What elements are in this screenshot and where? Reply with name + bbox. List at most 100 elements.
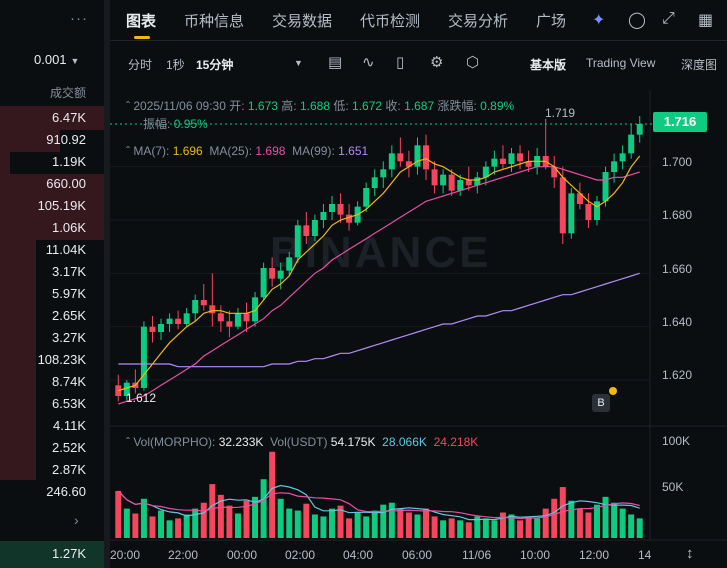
trade-volume-row: 246.60 (46, 484, 86, 499)
candle-type-icon[interactable]: ▯ (396, 54, 405, 71)
shield-icon[interactable]: ⬡ (466, 54, 480, 71)
panel-divider[interactable] (104, 0, 110, 568)
candle-body (234, 313, 241, 327)
volume-bar (576, 508, 583, 538)
candle-body (423, 145, 430, 170)
volume-bar (593, 504, 600, 538)
more-icon[interactable]: ··· (70, 10, 88, 27)
depth-bar (0, 152, 10, 174)
active-tab-underline (134, 36, 150, 39)
candle-body (337, 204, 344, 215)
tab-coin-info[interactable]: 币种信息 (184, 13, 245, 30)
volume-bar (551, 498, 558, 538)
volume-bar (448, 518, 455, 538)
volume-bar (260, 479, 267, 538)
volume-bar (602, 496, 609, 538)
calendar-icon[interactable]: ▤ (328, 54, 343, 71)
expand-icon[interactable]: ⤢ (662, 10, 675, 27)
precision-select[interactable]: 0.001 ▼ (34, 52, 80, 67)
volume-bar (132, 513, 139, 538)
interval-line[interactable]: 分时 (128, 58, 153, 72)
trade-volume-row: 108.23K (37, 352, 86, 367)
volume-bar (269, 451, 276, 538)
trade-volume-row: 5.97K (52, 286, 86, 301)
candle-body (200, 300, 207, 306)
time-tick: 06:00 (402, 548, 433, 562)
volume-ma5-line (117, 484, 640, 521)
volume-bar (166, 520, 173, 538)
ma-legend: ˆ MA(7): 1.696 MA(25): 1.698 MA(99): 1.6… (126, 144, 369, 158)
candle-body (388, 153, 395, 170)
time-tick: 00:00 (227, 548, 258, 562)
interval-15m[interactable]: 15分钟 (196, 58, 234, 72)
volume-bar (209, 484, 216, 538)
candle-body (354, 206, 361, 223)
tab-square[interactable]: 广场 (536, 13, 567, 30)
candle-body (252, 297, 259, 322)
candle-body (593, 201, 600, 220)
volume-bar (252, 496, 259, 538)
candle-body (132, 382, 139, 388)
volume-bar (311, 514, 318, 538)
bell-icon[interactable]: ◯ (628, 12, 646, 29)
candle-body (217, 313, 224, 322)
volume-ma10-line (117, 490, 640, 520)
low-marker: 1.612 (126, 391, 157, 405)
collapse-icon[interactable]: ˆ (126, 435, 130, 449)
volume-bar (277, 498, 284, 538)
time-tick: 11/06 (462, 548, 492, 562)
collapse-icon[interactable]: ˆ (126, 99, 130, 113)
volume-bar (517, 520, 524, 538)
view-tradingview[interactable]: Trading View (586, 56, 656, 70)
last-row-bg (0, 541, 104, 568)
volume-bar (346, 518, 353, 538)
trade-volume-row: 1.06K (52, 220, 86, 235)
ma99-line (118, 272, 640, 368)
volume-bar (440, 520, 447, 538)
volume-bar (286, 508, 293, 538)
tab-chart[interactable]: 图表 (126, 13, 157, 30)
settings-icon[interactable]: ⚙ (430, 54, 444, 71)
candle-body (440, 174, 447, 186)
candle-body (414, 145, 421, 167)
price-tick: 1.700 (662, 155, 693, 169)
time-tick: 12:00 (579, 548, 610, 562)
candle-body (166, 318, 173, 324)
depth-bar (0, 106, 104, 130)
volume-bar (414, 514, 421, 538)
depth-bar (0, 174, 104, 196)
candle-body (405, 161, 412, 167)
candle-body (576, 193, 583, 204)
interval-dropdown-icon[interactable]: ▼ (294, 58, 303, 68)
candle-body (542, 156, 549, 167)
volume-tick: 50K (662, 480, 684, 494)
tab-token-check[interactable]: 代币检测 (360, 13, 421, 30)
top-tab-bar: 图表 币种信息 交易数据 代币检测 交易分析 广场 ✦ ◯ ⤢ ▦ (110, 0, 727, 41)
order-icon[interactable]: B (592, 394, 610, 412)
volume-bar (388, 502, 395, 538)
candle-body (517, 153, 524, 162)
volume-bar (115, 490, 122, 538)
grid-icon[interactable]: ▦ (698, 12, 714, 29)
indicator-icon[interactable]: ∿ (362, 54, 375, 71)
last-trade-value: 1.27K (52, 546, 86, 561)
trade-volume-row: 660.00 (46, 176, 86, 191)
ai-icon[interactable]: ✦ (592, 12, 606, 29)
volume-bar (611, 502, 618, 538)
candle-body (448, 174, 455, 191)
candle-body (209, 305, 216, 314)
high-marker: 1.719 (545, 106, 576, 120)
interval-1s[interactable]: 1秒 (166, 58, 185, 72)
candle-body (491, 158, 498, 167)
volume-bar (431, 516, 438, 538)
trade-volume-row: 105.19K (37, 198, 86, 213)
view-basic[interactable]: 基本版 (530, 58, 567, 72)
trade-volume-row: 8.74K (52, 374, 86, 389)
view-depth[interactable]: 深度图 (681, 58, 718, 72)
chevron-right-icon[interactable]: › (74, 512, 79, 528)
scale-reset-icon[interactable]: ↕ (686, 545, 694, 562)
candle-body (525, 161, 532, 167)
collapse-icon[interactable]: ˆ (126, 144, 130, 158)
tab-trade-data[interactable]: 交易数据 (272, 13, 333, 30)
tab-trade-analysis[interactable]: 交易分析 (448, 13, 509, 30)
